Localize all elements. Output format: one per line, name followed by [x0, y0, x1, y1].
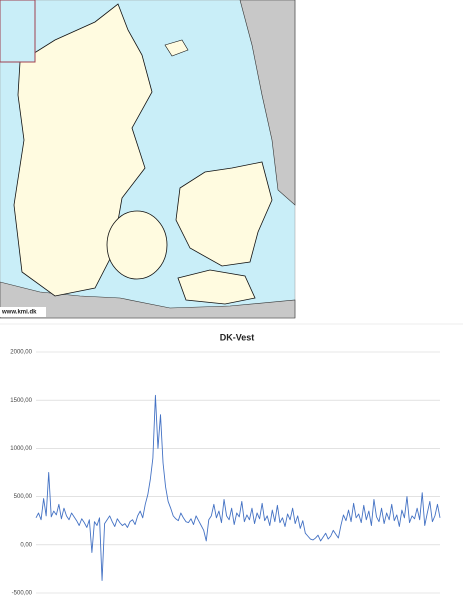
chart-title: DK-Vest — [220, 332, 255, 342]
inset — [0, 0, 36, 63]
y-tick-label: 500,00 — [14, 494, 33, 500]
lolland-falster — [177, 269, 256, 305]
data-line — [35, 394, 441, 581]
funen — [106, 210, 168, 280]
credit-box — [0, 307, 46, 317]
island — [164, 39, 189, 57]
y-tick-label: 0,00 — [20, 542, 32, 548]
y-tick-label: 1500,00 — [10, 398, 32, 404]
map-credit: www.kmi.dk — [1, 310, 37, 316]
y-tick-label: -500,00 — [12, 591, 33, 597]
zealand — [175, 161, 273, 267]
y-tick-label: 1000,00 — [10, 446, 32, 452]
sweden — [239, 0, 296, 206]
y-tick-label: 2000,00 — [10, 350, 32, 356]
map: www.kmi.dk — [0, 0, 296, 319]
